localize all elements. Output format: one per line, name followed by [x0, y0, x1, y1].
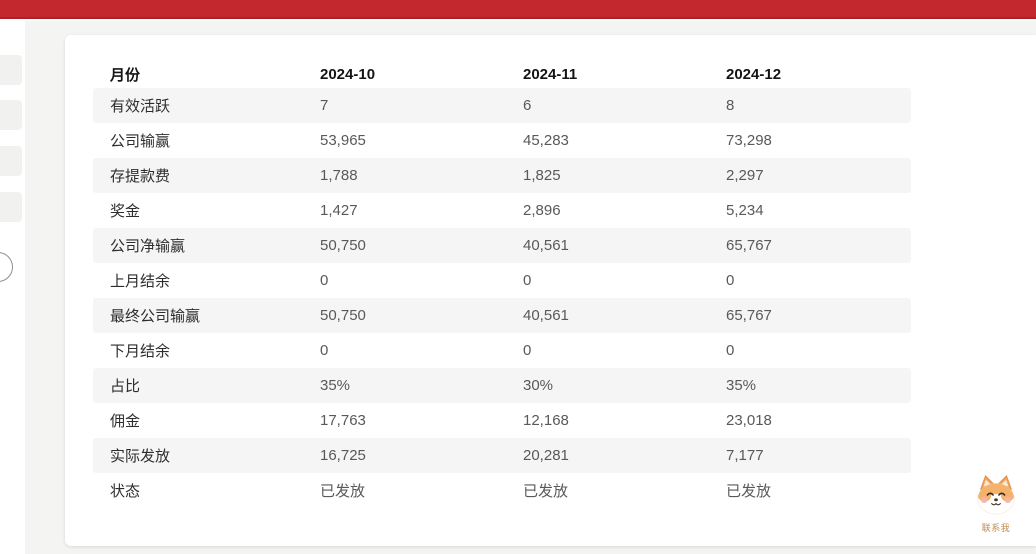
- cell-value: 17,763: [320, 412, 366, 429]
- cell-value: 0: [320, 272, 329, 289]
- cell-value: 1,427: [320, 202, 358, 219]
- cell-value: 73,298: [726, 132, 772, 149]
- table-row: 有效活跃 7 6 8: [93, 88, 911, 123]
- skeleton-item: [0, 55, 22, 85]
- table-row: 状态 已发放 已发放 已发放: [93, 473, 911, 508]
- cell-value: 0: [726, 272, 735, 289]
- cell-value: 1,825: [523, 158, 726, 193]
- cell-value: 12,168: [523, 412, 569, 429]
- cell-value: 40,561: [523, 228, 726, 263]
- table-row: 公司输赢 53,965 45,283 73,298: [93, 123, 911, 158]
- report-table-wrap: 月份 2024-10 2024-11 2024-12 有效活跃 7 6 8 公司输赢 53…: [65, 35, 1036, 508]
- skeleton-item: [0, 146, 22, 176]
- cell-value: 40,561: [523, 298, 726, 333]
- cell-value: 0: [320, 342, 329, 359]
- table-body: 有效活跃 7 6 8 公司输赢 53,965 45,283 73,298 存提款费 1,788 1,…: [93, 88, 911, 508]
- cell-value: 30%: [523, 368, 726, 403]
- cell-value: 7: [320, 88, 523, 123]
- row-label: 上月结余: [110, 273, 171, 290]
- table-row: 存提款费 1,788 1,825 2,297: [93, 158, 911, 193]
- cell-value: 1,788: [320, 158, 523, 193]
- row-label: 状态: [110, 483, 141, 500]
- row-label: 公司输赢: [110, 133, 171, 150]
- cell-value: 5,234: [726, 202, 764, 219]
- cell-value: 45,283: [523, 132, 569, 149]
- content-card: 月份 2024-10 2024-11 2024-12 有效活跃 7 6 8 公司输赢 53…: [65, 35, 1036, 546]
- table-header-row: 月份 2024-10 2024-11 2024-12: [93, 60, 911, 88]
- table-row: 下月结余 0 0 0: [93, 333, 911, 368]
- cell-value: 50,750: [320, 298, 523, 333]
- cell-value: 2,896: [523, 202, 561, 219]
- monthly-report-table: 月份 2024-10 2024-11 2024-12 有效活跃 7 6 8 公司输赢 53…: [93, 60, 911, 508]
- cell-value: 8: [726, 88, 911, 123]
- table-row: 上月结余 0 0 0: [93, 263, 911, 298]
- row-label: 佣金: [110, 413, 141, 430]
- cell-value: 已发放: [320, 483, 366, 500]
- cell-value: 65,767: [726, 228, 911, 263]
- cell-value: 2,297: [726, 158, 911, 193]
- cell-value: 0: [726, 342, 735, 359]
- table-row: 公司净输赢 50,750 40,561 65,767: [93, 228, 911, 263]
- cell-value: 7,177: [726, 438, 911, 473]
- partial-circle-icon: [0, 252, 13, 282]
- left-underlay: [0, 21, 25, 554]
- col-header-2024-12: 2024-12: [726, 65, 782, 83]
- cell-value: 已发放: [726, 483, 772, 500]
- cell-value: 23,018: [726, 412, 772, 429]
- cell-value: 20,281: [523, 438, 726, 473]
- row-label: 实际发放: [93, 438, 320, 473]
- cell-value: 35%: [726, 368, 911, 403]
- skeleton-item: [0, 100, 22, 130]
- table-row: 最终公司输赢 50,750 40,561 65,767: [93, 298, 911, 333]
- cell-value: 53,965: [320, 132, 366, 149]
- row-label: 有效活跃: [93, 88, 320, 123]
- row-label: 下月结余: [110, 343, 171, 360]
- cell-value: 0: [523, 272, 532, 289]
- cell-value: 50,750: [320, 228, 523, 263]
- row-label: 存提款费: [93, 158, 320, 193]
- table-row: 奖金 1,427 2,896 5,234: [93, 193, 911, 228]
- col-header-month: 月份: [110, 66, 141, 84]
- cell-value: 65,767: [726, 298, 911, 333]
- shiba-dog-icon: [977, 474, 1015, 515]
- row-label: 最终公司输赢: [93, 298, 320, 333]
- row-label: 公司净输赢: [93, 228, 320, 263]
- top-red-bar: [0, 0, 1036, 19]
- col-header-2024-11: 2024-11: [523, 65, 578, 83]
- cell-value: 0: [523, 342, 532, 359]
- cell-value: 16,725: [320, 438, 523, 473]
- service-mascot[interactable]: 联系我: [971, 473, 1021, 533]
- mascot-label: 联系我: [981, 523, 1011, 533]
- skeleton-item: [0, 192, 22, 222]
- row-label: 占比: [93, 368, 320, 403]
- table-row: 占比 35% 30% 35%: [93, 368, 911, 403]
- table-row: 佣金 17,763 12,168 23,018: [93, 403, 911, 438]
- row-label: 奖金: [110, 203, 141, 220]
- col-header-2024-10: 2024-10: [320, 65, 376, 83]
- table-row: 实际发放 16,725 20,281 7,177: [93, 438, 911, 473]
- cell-value: 已发放: [523, 483, 569, 500]
- cell-value: 6: [523, 88, 726, 123]
- cell-value: 35%: [320, 368, 523, 403]
